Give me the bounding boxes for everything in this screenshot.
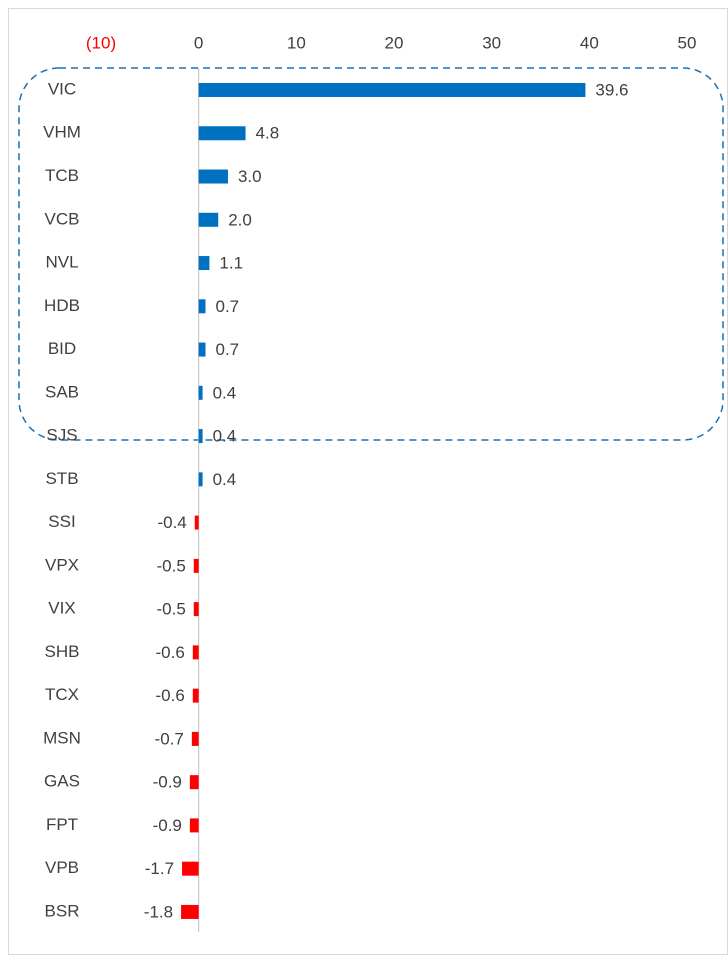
bar <box>193 558 199 573</box>
category-label: SSI <box>48 512 75 531</box>
value-label: 39.6 <box>595 80 628 99</box>
value-label: 3.0 <box>238 167 262 186</box>
x-tick-label: 50 <box>678 33 697 52</box>
bar <box>192 645 199 660</box>
category-label: GAS <box>44 772 80 791</box>
bar <box>198 472 203 487</box>
bar <box>191 731 199 746</box>
value-label: 0.4 <box>213 470 237 489</box>
category-label: SJS <box>46 426 77 445</box>
value-label: 0.4 <box>213 383 237 402</box>
x-tick-label: 40 <box>580 33 599 52</box>
value-label: -1.8 <box>144 902 173 921</box>
value-label: 0.4 <box>213 427 237 446</box>
value-label: -0.4 <box>157 513 186 532</box>
x-tick-label: 10 <box>287 33 306 52</box>
category-label: TCX <box>45 685 79 704</box>
bar <box>189 818 199 833</box>
bar <box>198 126 246 141</box>
value-label: -0.5 <box>156 600 185 619</box>
x-tick-label: 30 <box>482 33 501 52</box>
value-label: 4.8 <box>256 124 280 143</box>
value-label: -0.9 <box>153 816 182 835</box>
category-label: SAB <box>45 382 79 401</box>
bar <box>198 169 228 184</box>
bar <box>192 688 199 703</box>
bar <box>182 861 199 876</box>
bar <box>193 602 199 617</box>
bar <box>194 515 199 530</box>
category-label: BSR <box>45 901 80 920</box>
bar <box>198 83 586 97</box>
category-label: HDB <box>44 296 80 315</box>
value-label: -0.6 <box>156 686 185 705</box>
category-label: TCB <box>45 166 79 185</box>
category-label: NVL <box>45 253 78 272</box>
bar <box>198 429 203 444</box>
bar <box>181 904 199 919</box>
bar <box>198 212 219 227</box>
bar <box>189 775 199 790</box>
value-label: -0.5 <box>156 556 185 575</box>
category-label: BID <box>48 339 76 358</box>
category-label: VIX <box>48 599 75 618</box>
bar <box>198 342 206 357</box>
bar <box>198 385 203 400</box>
category-label: MSN <box>43 728 81 747</box>
chart-frame <box>8 8 728 955</box>
category-label: VIC <box>48 79 76 98</box>
bar <box>198 256 210 271</box>
category-label: VPB <box>45 858 79 877</box>
value-label: 1.1 <box>219 254 243 273</box>
category-label: FPT <box>46 815 78 834</box>
category-label: SHB <box>45 642 80 661</box>
category-label: STB <box>45 469 78 488</box>
value-label: 0.7 <box>216 297 240 316</box>
value-label: -0.7 <box>155 729 184 748</box>
x-tick-label: 20 <box>385 33 404 52</box>
category-label: VPX <box>45 555 79 574</box>
category-label: VHM <box>43 123 81 142</box>
bar <box>198 299 206 314</box>
value-label: 2.0 <box>228 210 252 229</box>
value-label: 0.7 <box>216 340 240 359</box>
value-label: -0.9 <box>153 773 182 792</box>
value-label: -0.6 <box>156 643 185 662</box>
category-label: VCB <box>45 209 80 228</box>
highlight-box <box>18 67 724 441</box>
value-label: -1.7 <box>145 859 174 878</box>
x-tick-label: 0 <box>194 33 203 52</box>
x-tick-label: (10) <box>86 33 116 52</box>
